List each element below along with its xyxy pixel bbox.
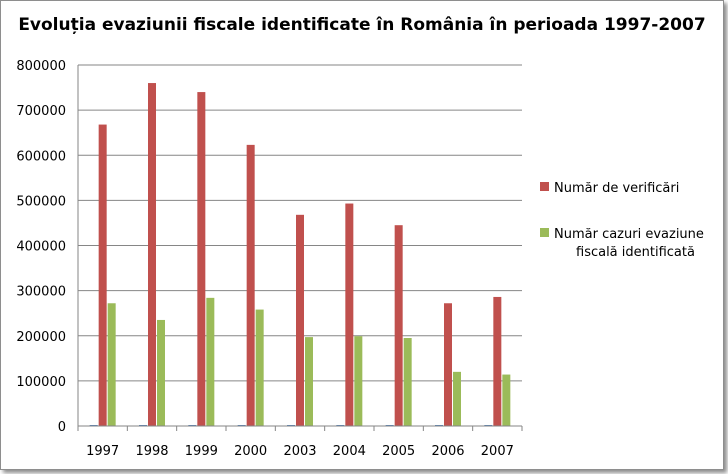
bar — [493, 296, 502, 426]
bar — [354, 336, 363, 426]
x-tick-label: 2003 — [283, 444, 316, 459]
x-axis-ticks: 1997 1998 1999 2000 2003 2004 2005 2006 2007 — [77, 426, 523, 459]
x-tick-label: 2004 — [333, 444, 366, 459]
bar — [394, 225, 403, 426]
bars — [89, 83, 511, 427]
legend-label: Număr cazuri evaziune — [554, 227, 704, 242]
y-tick-label: 400000 — [16, 240, 66, 255]
x-tick-label: 2005 — [382, 444, 415, 459]
x-tick-label: 1997 — [86, 444, 119, 459]
legend-swatch — [540, 228, 549, 237]
bar — [98, 124, 107, 426]
y-tick-label: 800000 — [16, 59, 66, 74]
bar — [305, 337, 313, 426]
x-tick-label: 2006 — [431, 444, 464, 459]
bar — [296, 214, 304, 426]
legend-label: fiscală identificată — [576, 245, 695, 260]
bar — [197, 92, 206, 426]
y-axis-ticks: 0 100000 200000 300000 400000 500000 600000 700… — [16, 59, 66, 435]
y-tick-label: 300000 — [16, 285, 66, 300]
bar — [255, 309, 264, 426]
y-tick-label: 100000 — [16, 375, 66, 390]
y-tick-label: 600000 — [16, 149, 66, 164]
legend-swatch — [540, 182, 549, 191]
legend-label: Număr de verificări — [554, 181, 679, 196]
bar — [148, 83, 156, 427]
x-tick-label: 1998 — [135, 444, 168, 459]
x-tick-label: 2000 — [234, 444, 267, 459]
bar — [246, 144, 255, 426]
y-tick-label: 500000 — [16, 194, 66, 209]
bar — [107, 303, 116, 426]
legend: Număr de verificări Număr cazuri evaziune… — [540, 181, 704, 260]
bar — [502, 374, 511, 426]
y-tick-label: 700000 — [16, 104, 66, 119]
x-tick-label: 1999 — [185, 444, 218, 459]
bar — [157, 319, 165, 426]
y-tick-label: 0 — [58, 420, 66, 435]
bar — [345, 203, 354, 426]
y-tick-label: 200000 — [16, 330, 66, 345]
bar — [453, 371, 461, 426]
bar — [403, 338, 412, 426]
chart-title: Evoluția evaziunii fiscale identificate … — [18, 15, 705, 35]
bar — [206, 297, 215, 426]
bar — [444, 303, 452, 426]
x-tick-label: 2007 — [481, 444, 514, 459]
